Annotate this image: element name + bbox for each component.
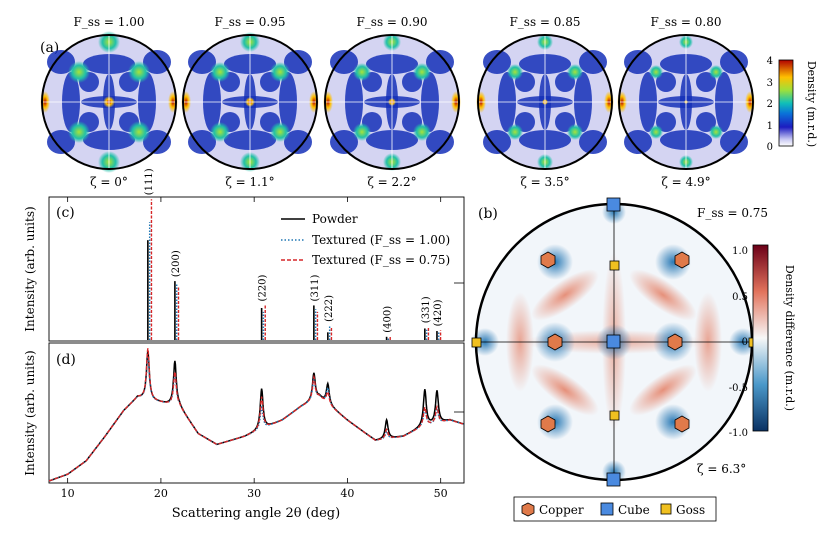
profile-line <box>48 348 465 482</box>
colorbar-tick: 1 <box>767 121 773 132</box>
pf-zeta-label: ζ = 3.5° <box>520 175 569 189</box>
pole-figure <box>476 34 614 170</box>
colorbar-tick: -0.5 <box>729 383 748 394</box>
colorbar-tick: 2 <box>767 99 773 110</box>
legend-textured-075: Textured (F_ss = 0.75) <box>312 253 450 267</box>
pole-figures-row: F_ss = 1.00 ζ = 0° F_ss = 0.95 ζ = 1.1° F_ss… <box>40 15 755 189</box>
x-tick-label: 40 <box>340 487 354 500</box>
colorbar-tick: 0 <box>742 337 748 348</box>
legend-copper: Copper <box>539 503 584 517</box>
hkl-label: (331) <box>421 296 432 323</box>
panel-d-plot: (d) 10 20 30 40 50 Intensity (arb. units) Sc… <box>23 197 465 521</box>
hkl-label: (200) <box>171 250 182 277</box>
pf-fss-label: F_ss = 0.90 <box>356 15 427 29</box>
colorbar-tick: -1.0 <box>729 428 748 439</box>
pole-figure-difference <box>471 197 759 487</box>
hkl-label: (400) <box>383 306 394 333</box>
x-tick-label: 50 <box>434 487 448 500</box>
x-tick-label: 30 <box>247 487 261 500</box>
hkl-label: (311) <box>310 274 321 301</box>
pf-fss-label: F_ss = 0.95 <box>214 15 285 29</box>
colorbar-tick: 4 <box>767 56 773 67</box>
y-axis-label-d: Intensity (arb. units) <box>23 350 37 475</box>
hkl-label: (111) <box>144 168 155 195</box>
panel-c-plot: (c) (111) (200) (220) (311)(222) (400) (331)(… <box>23 168 465 342</box>
profile-line <box>48 350 465 482</box>
hkl-label: (220) <box>258 274 269 301</box>
pf-zeta-label: ζ = 0° <box>90 175 128 189</box>
x-tick-label: 20 <box>154 487 168 500</box>
pole-figure <box>181 32 319 172</box>
hkl-label: (420) <box>433 299 444 326</box>
copper-markers <box>540 251 690 433</box>
profile-line <box>48 356 465 482</box>
colorbar-tick: 1.0 <box>732 246 748 257</box>
pf-b-zeta: ζ = 6.3° <box>697 462 746 476</box>
pole-figure <box>323 33 461 171</box>
pf-fss-label: F_ss = 0.85 <box>509 15 580 29</box>
colorbar-label: Density (m.r.d.) <box>805 61 818 147</box>
pf-zeta-label: ζ = 2.2° <box>367 175 416 189</box>
y-axis-label-c: Intensity (arb. units) <box>23 206 37 331</box>
pf-b-fss: F_ss = 0.75 <box>697 206 768 220</box>
legend-goss: Goss <box>676 503 705 517</box>
panel-label-b: (b) <box>478 206 498 222</box>
legend-cube: Cube <box>618 503 650 517</box>
colorbar-tick: 3 <box>767 78 773 89</box>
colorbar-density: 4 3 2 1 0 Density (m.r.d.) <box>767 56 818 153</box>
pf-fss-label: F_ss = 1.00 <box>73 15 144 29</box>
legend-powder: Powder <box>312 212 358 226</box>
x-axis-label: Scattering angle 2θ (deg) <box>172 506 340 521</box>
pf-zeta-label: ζ = 1.1° <box>225 175 274 189</box>
pole-figure <box>40 31 178 173</box>
colorbar-tick: 0 <box>767 142 773 153</box>
pole-figure <box>617 34 755 170</box>
cube-markers <box>606 197 621 487</box>
colorbar-tick: 0.5 <box>732 292 748 303</box>
hkl-label: (222) <box>324 295 335 322</box>
pf-zeta-label: ζ = 4.9° <box>661 175 710 189</box>
legend-textured-100: Textured (F_ss = 1.00) <box>312 233 450 247</box>
panel-label-c: (c) <box>56 205 75 221</box>
colorbar-label: Density difference (m.r.d.) <box>783 265 796 411</box>
colorbar-difference: 1.0 0.5 0 -0.5 -1.0 Density difference (… <box>729 244 796 439</box>
x-tick-label: 10 <box>61 487 75 500</box>
panel-label-d: (d) <box>56 352 76 368</box>
pf-fss-label: F_ss = 0.80 <box>650 15 721 29</box>
legend-orientations: Copper Cube Goss <box>513 496 717 522</box>
